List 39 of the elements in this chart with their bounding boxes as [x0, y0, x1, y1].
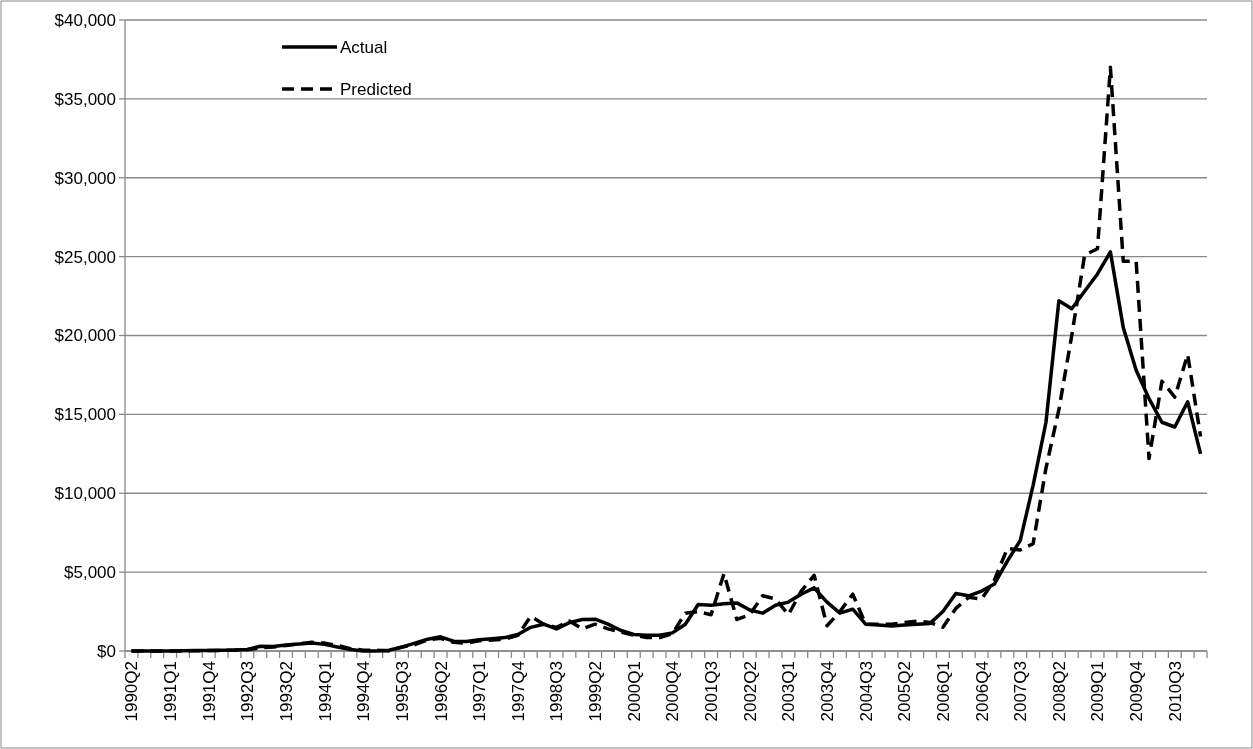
x-tick-label: 2004Q3	[856, 661, 876, 722]
y-tick-label: $25,000	[54, 247, 116, 267]
x-tick-label: 2009Q4	[1127, 661, 1147, 722]
x-tick-label: 1998Q3	[547, 661, 567, 722]
x-tick-label: 2006Q4	[972, 661, 992, 722]
y-tick-label: $15,000	[54, 405, 116, 425]
x-tick-label: 2010Q3	[1165, 661, 1185, 722]
x-tick-label: 2008Q2	[1049, 661, 1069, 722]
x-tick-label: 2002Q2	[740, 661, 760, 722]
x-tick-label: 1996Q2	[431, 661, 451, 722]
x-tick-label: 1991Q4	[199, 661, 219, 722]
legend-label: Predicted	[340, 79, 412, 99]
x-tick-label: 1991Q1	[161, 661, 181, 722]
x-tick-label: 1992Q3	[238, 661, 258, 722]
x-tick-label: 2001Q3	[702, 661, 722, 722]
x-tick-label: 1997Q4	[508, 661, 528, 722]
x-tick-label: 2000Q1	[624, 661, 644, 722]
y-tick-label: $5,000	[64, 563, 116, 583]
x-tick-label: 1994Q4	[354, 661, 374, 722]
x-tick-label: 2009Q1	[1088, 661, 1108, 722]
y-tick-label: $0	[97, 641, 116, 661]
y-tick-label: $10,000	[54, 484, 116, 504]
y-tick-label: $30,000	[54, 168, 116, 188]
x-tick-label: 2003Q1	[779, 661, 799, 722]
y-tick-label: $35,000	[54, 89, 116, 109]
x-tick-label: 1999Q2	[586, 661, 606, 722]
x-tick-label: 1995Q3	[392, 661, 412, 722]
x-tick-label: 1990Q2	[122, 661, 142, 722]
legend-label: Actual	[340, 37, 388, 57]
y-tick-label: $40,000	[54, 10, 116, 30]
x-tick-label: 1997Q1	[470, 661, 490, 722]
x-tick-label: 2007Q3	[1011, 661, 1031, 722]
y-tick-label: $20,000	[54, 326, 116, 346]
x-tick-label: 2005Q2	[895, 661, 915, 722]
x-tick-label: 2003Q4	[817, 661, 837, 722]
x-tick-label: 1993Q2	[276, 661, 296, 722]
x-tick-label: 2006Q1	[933, 661, 953, 722]
x-tick-label: 2000Q4	[663, 661, 683, 722]
x-tick-label: 1994Q1	[315, 661, 335, 722]
